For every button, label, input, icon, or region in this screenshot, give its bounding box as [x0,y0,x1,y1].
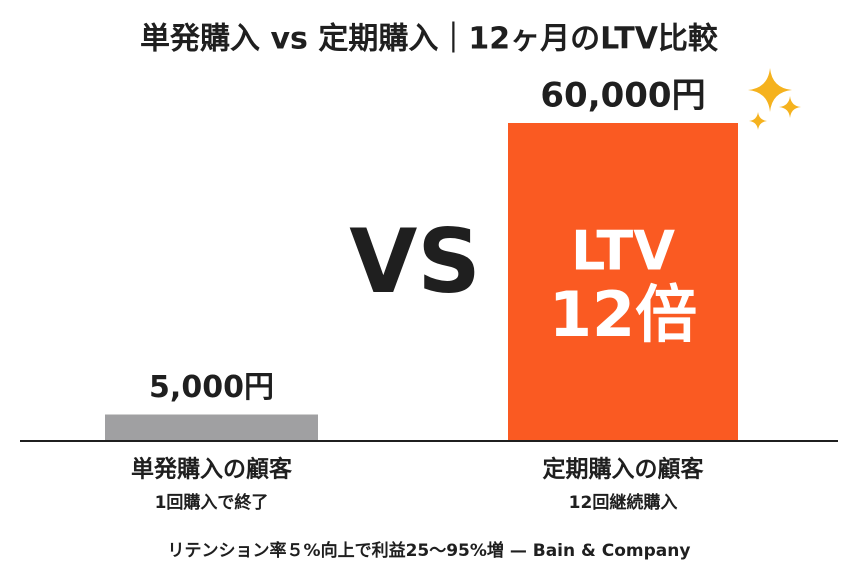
bar [508,123,738,441]
bar-annotation: LTV [571,220,675,283]
bar-annotation: 12倍 [549,278,697,351]
value-label: 5,000円 [149,370,274,405]
chart-title: 単発購入 vs 定期購入｜12ヶ月のLTV比較 [140,22,719,57]
value-label: 60,000円 [540,76,705,116]
category-label: 定期購入の顧客 [543,456,705,483]
category-note: 1回購入で終了 [155,492,269,513]
vs-label: VS [349,210,480,313]
sparkles [748,68,801,130]
category-label: 単発購入の顧客 [131,456,293,483]
footnote: リテンション率５%向上で利益25〜95%増 — Bain & Company [168,540,691,561]
bar [105,414,318,441]
category-note: 12回継続購入 [569,492,678,513]
